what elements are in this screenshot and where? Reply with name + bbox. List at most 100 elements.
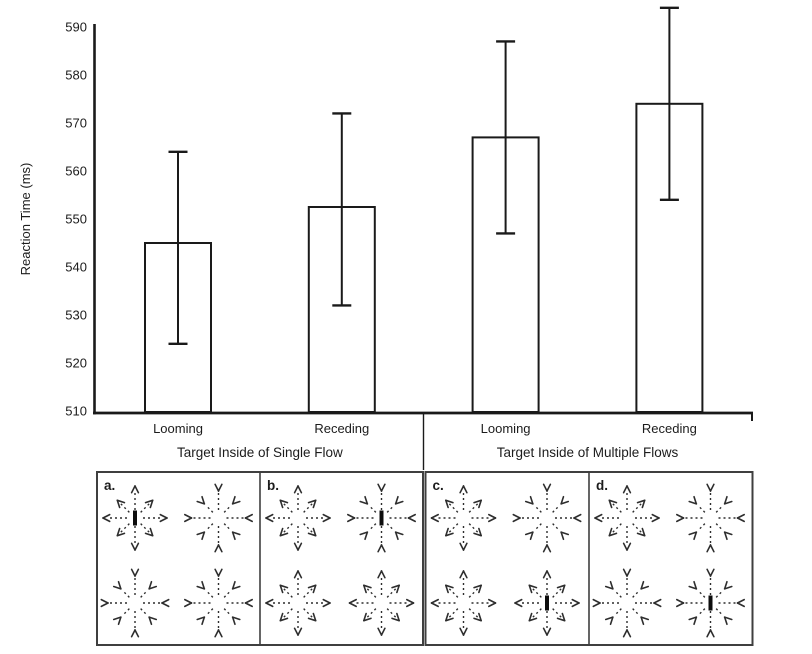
flow-arrowhead-in	[364, 531, 369, 541]
flow-arrowhead-out	[279, 527, 284, 537]
flow-arrowhead-out	[542, 627, 548, 636]
flow-arrowhead-out	[312, 584, 317, 594]
flow-arrowhead-in	[196, 616, 206, 621]
category-label-2: Looming	[481, 421, 531, 436]
flow-arrowhead-out	[322, 598, 331, 604]
flow-arrowhead-out	[462, 485, 468, 494]
flow-arrowhead-out	[608, 532, 618, 537]
flow-arrowhead-in	[560, 531, 565, 541]
flow-arrowhead-in	[244, 598, 253, 604]
flow-arrowhead-out	[478, 584, 482, 594]
flow-ray	[448, 608, 459, 618]
flow-ray	[283, 588, 293, 598]
flow-arrowhead-out	[462, 627, 468, 636]
flow-arrowhead-in	[723, 500, 733, 505]
flow-arrowhead-in	[112, 616, 122, 621]
flow-c-0-expand	[430, 485, 497, 551]
flow-d-1-contract	[676, 483, 745, 553]
flow-arrowhead-out	[396, 584, 400, 594]
flow-arrowhead-out	[608, 499, 618, 504]
flow-arrowhead-out	[102, 513, 111, 519]
flow-ray	[552, 523, 561, 532]
flow-arrowhead-in	[100, 602, 109, 608]
flow-arrowhead-out	[651, 513, 660, 519]
flow-arrowhead-out	[556, 617, 566, 622]
flow-arrowhead-out	[561, 584, 566, 594]
flow-ray	[366, 588, 377, 598]
flow-arrowhead-out	[348, 602, 357, 608]
flow-arrowhead-out	[459, 627, 465, 636]
flow-ray	[612, 503, 622, 513]
flow-arrowhead-in	[736, 517, 745, 523]
flow-arrowhead-out	[459, 570, 465, 579]
flow-ray	[468, 503, 479, 513]
flow-arrowhead-in	[676, 517, 685, 523]
flow-arrowhead-out	[348, 598, 357, 604]
flow-arrowhead-in	[723, 531, 728, 541]
flow-arrowhead-out	[608, 527, 613, 537]
flow-arrowhead-in	[542, 544, 548, 553]
flow-arrowhead-in	[524, 500, 534, 505]
y-tick-580: 580	[65, 68, 87, 83]
flow-arrowhead-out	[462, 570, 468, 579]
flow-arrowhead-out	[571, 602, 580, 608]
flow-arrowhead-out	[279, 499, 284, 509]
flow-arrowhead-out	[459, 485, 465, 494]
flow-arrowhead-out	[488, 598, 497, 604]
flow-arrowhead-in	[196, 500, 206, 505]
y-tick-550: 550	[65, 212, 87, 227]
flow-arrowhead-out	[279, 584, 284, 594]
flow-arrowhead-out	[159, 517, 168, 523]
flow-ray	[715, 589, 724, 598]
flow-arrowhead-in	[161, 602, 170, 608]
flow-arrowhead-out	[514, 598, 523, 604]
flow-arrowhead-out	[473, 532, 482, 537]
flow-arrowhead-in	[231, 500, 241, 505]
flow-arrowhead-in	[723, 585, 733, 590]
flow-arrowhead-in	[688, 500, 698, 505]
flow-arrowhead-out	[279, 499, 289, 504]
flow-arrowhead-out	[546, 627, 552, 636]
flow-arrowhead-in	[394, 531, 399, 541]
flow-arrowhead-out	[322, 517, 331, 523]
flow-arrowhead-out	[571, 598, 580, 604]
flow-d-2-contract	[592, 568, 662, 638]
flow-arrowhead-in	[231, 495, 236, 505]
flow-arrowhead-out	[622, 542, 628, 551]
flow-arrowhead-in	[134, 629, 140, 638]
flow-arrowhead-out	[608, 499, 613, 509]
flow-arrowhead-out	[478, 499, 482, 509]
flow-arrowhead-out	[377, 570, 383, 579]
flow-arrowhead-out	[363, 584, 372, 589]
flow-ray	[386, 504, 395, 513]
flow-ray	[632, 503, 642, 513]
flow-arrowhead-out	[546, 570, 552, 579]
flow-arrowhead-in	[723, 580, 728, 590]
flow-arrowhead-in	[736, 602, 745, 608]
flow-arrowhead-in	[529, 495, 534, 505]
flow-arrowhead-out	[297, 570, 303, 579]
flow-arrowhead-in	[709, 544, 715, 553]
flow-arrowhead-out	[406, 598, 415, 604]
y-tick-labels: 510 520 530 540 550 560 570 580 590	[65, 20, 87, 419]
flow-arrowhead-in	[736, 513, 745, 519]
flow-arrowhead-out	[380, 627, 386, 636]
flow-arrowhead-in	[394, 531, 404, 536]
flow-arrowhead-in	[377, 483, 383, 492]
flow-arrowhead-in	[364, 495, 369, 505]
flow-arrowhead-in	[723, 616, 728, 626]
flow-ray	[468, 588, 479, 598]
flow-arrowhead-in	[512, 517, 521, 523]
flow-arrowhead-in	[653, 598, 662, 604]
flow-c-2-expand	[430, 570, 497, 636]
flow-ray	[715, 608, 724, 617]
flow-arrowhead-out	[528, 584, 533, 594]
flow-arrowhead-out	[307, 617, 317, 622]
flow-arrowhead-in	[117, 580, 122, 590]
flow-arrowhead-out	[279, 532, 289, 537]
flow-arrowhead-out	[293, 485, 299, 494]
flow-arrowhead-in	[244, 513, 253, 519]
flow-arrowhead-in	[573, 517, 582, 523]
flow-arrowhead-out	[626, 542, 632, 551]
